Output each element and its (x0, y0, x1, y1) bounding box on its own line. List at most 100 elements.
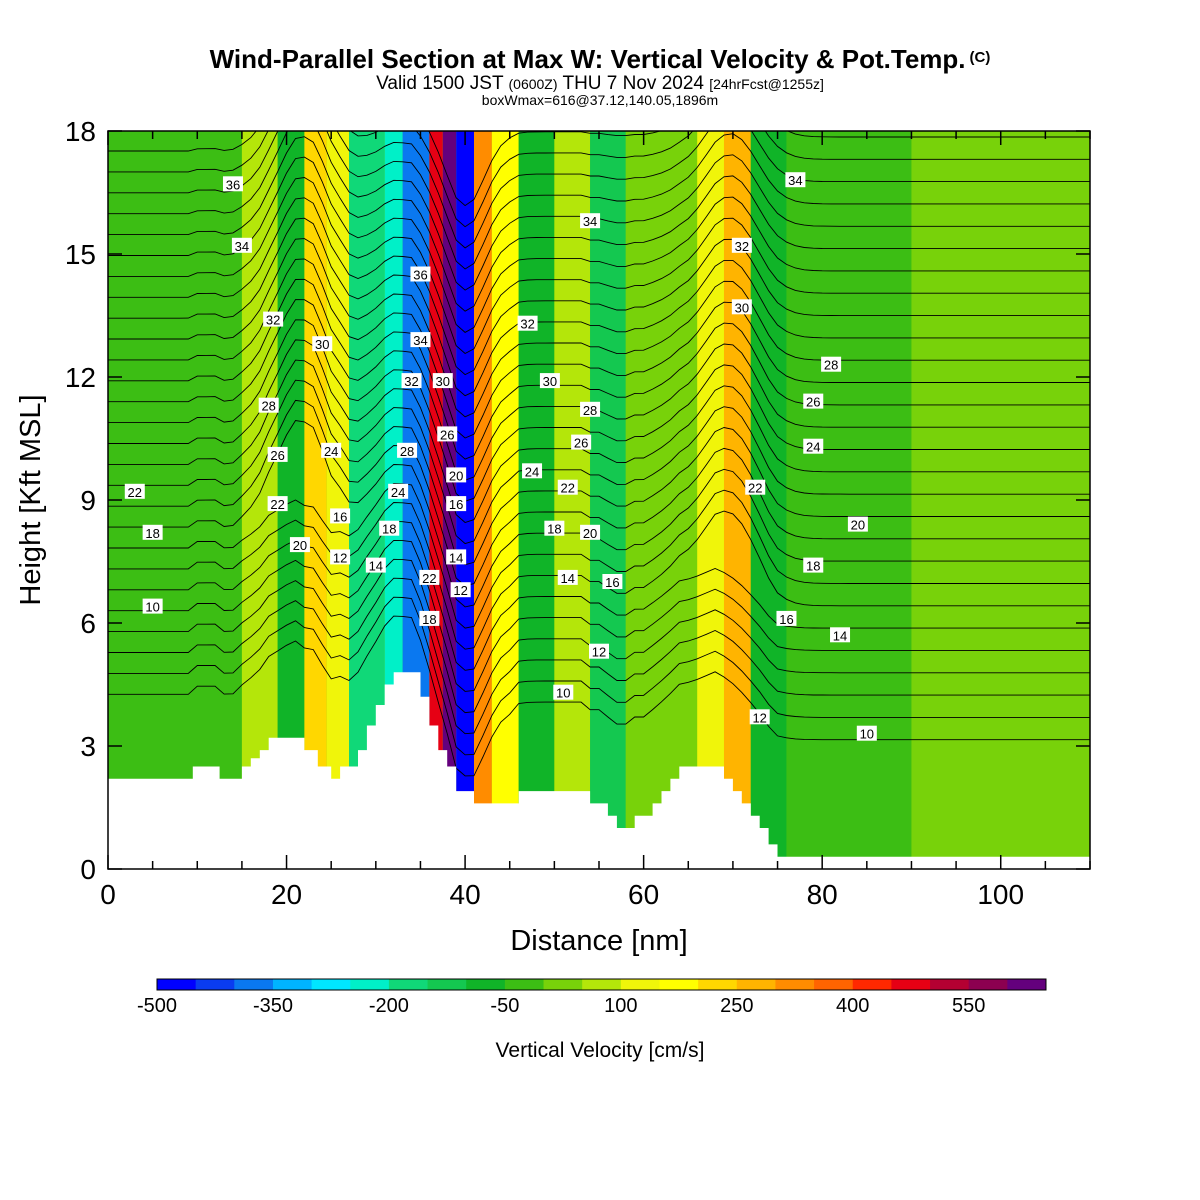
isentrope-label-bg (856, 725, 877, 741)
isentrope-label-bg (388, 483, 409, 499)
velocity-band (518, 131, 555, 869)
isentrope-line (108, 131, 1090, 228)
colorbar: -500 -350 -200 -50 100 250 400 550 (137, 978, 1047, 1017)
isentrope-label-bg (821, 356, 842, 372)
isentrope-label: 14 (557, 569, 578, 586)
isentrope-label-bg (142, 598, 163, 614)
isentrope-label: 18 (379, 520, 400, 537)
copyright-mark: (C) (969, 49, 991, 66)
isentrope-label: 36 (222, 176, 243, 192)
isentrope-label-text: 22 (128, 485, 142, 500)
isentrope-label-text: 34 (413, 333, 427, 348)
isentrope-label-text: 34 (235, 239, 249, 254)
colorbar-swatch (852, 979, 892, 990)
isentrope-label-bg (803, 557, 824, 573)
isentrope-label-text: 32 (266, 313, 280, 328)
isentrope-label: 34 (580, 213, 601, 229)
isentrope-label: 20 (580, 524, 601, 541)
isentrope-label-text: 32 (520, 317, 534, 332)
isentrope-label-bg (580, 524, 601, 540)
isentrope-label: 24 (522, 463, 543, 479)
isentrope-label: 26 (803, 393, 824, 410)
isentrope-label-text: 12 (453, 583, 467, 598)
valid-utc: (0600Z) (508, 76, 558, 92)
isentrope-line (108, 577, 1090, 735)
isentrope-label: 32 (263, 311, 284, 328)
colorbar-swatch (620, 979, 660, 990)
isentrope-label-text: 10 (556, 686, 570, 701)
isentrope-label: 34 (785, 172, 806, 188)
velocity-band (911, 131, 1090, 869)
isentrope-label-text: 26 (806, 395, 820, 410)
isentrope-label-text: 24 (391, 485, 405, 500)
isentrope-label: 14 (446, 549, 467, 565)
isentrope-label: 12 (749, 709, 770, 725)
isentrope-label-text: 30 (543, 374, 557, 389)
isentrope-label-text: 14 (833, 628, 847, 643)
isentrope-label-bg (222, 176, 243, 192)
isentrope-label-bg (410, 332, 431, 348)
isentrope-label-text: 12 (752, 710, 766, 725)
isentrope-label-bg (312, 336, 333, 352)
isentrope-label: 26 (267, 446, 288, 463)
y-tick-label: 18 (65, 116, 96, 147)
chart-title: Wind-Parallel Section at Max W: Vertical… (0, 44, 1200, 75)
isentrope-label: 16 (776, 610, 797, 627)
isentrope-label-bg (446, 496, 467, 512)
isentrope-label-bg (267, 446, 288, 462)
isentrope-label-text: 28 (824, 358, 838, 373)
colorbar-swatch (427, 979, 467, 990)
isentrope-label-bg (263, 311, 284, 327)
isentrope-label-bg (330, 508, 351, 524)
isentrope-label: 10 (553, 684, 574, 701)
isentrope-line (108, 258, 1090, 439)
isentrope-label: 30 (312, 336, 333, 352)
isentrope-label-bg (589, 643, 609, 659)
x-tick-label: 100 (977, 879, 1024, 910)
isentrope-label-text: 18 (145, 526, 159, 541)
colorbar-swatch (930, 979, 970, 990)
isentrope-label: 12 (589, 643, 609, 660)
isentrope-label: 18 (142, 524, 163, 541)
isentrope-label-bg (539, 373, 560, 389)
isentrope-line (108, 136, 1090, 312)
isentrope-label-text: 36 (226, 177, 240, 192)
isentrope-label-bg (267, 496, 288, 512)
isentrope-label: 20 (847, 516, 868, 533)
isentrope-label-bg (803, 438, 824, 454)
velocity-band (326, 131, 350, 869)
colorbar-swatch (272, 979, 313, 990)
isentrope-label-text: 16 (605, 575, 619, 590)
isentrope-label-bg (142, 524, 163, 540)
isentrope-label: 18 (544, 520, 565, 537)
isentrope-label-text: 18 (422, 612, 436, 627)
isentrope-label: 32 (731, 237, 752, 254)
colorbar-swatch (1007, 979, 1047, 990)
isentrope-label-text: 26 (574, 436, 588, 451)
isentrope-label-bg (544, 520, 565, 536)
isentrope-label-bg (557, 479, 578, 495)
isentrope-label-bg (410, 266, 431, 282)
isentrope-label: 28 (821, 356, 842, 373)
isentrope-line (108, 379, 1090, 566)
colorbar-swatch (814, 979, 854, 990)
isentrope-label-text: 28 (261, 399, 275, 414)
velocity-band (750, 131, 787, 869)
isentrope-label-text: 18 (382, 522, 396, 537)
isentrope-label-bg (745, 479, 766, 495)
isentrope-label-bg (419, 610, 440, 626)
isentrope-label: 14 (365, 557, 386, 574)
isentrope-line (108, 217, 1090, 397)
isentrope-label: 24 (803, 438, 824, 455)
isentrope-label: 22 (124, 483, 145, 500)
isentrope-label-bg (401, 373, 422, 389)
isentrope-label: 18 (419, 610, 440, 627)
valid-time: Valid 1500 JST (376, 73, 504, 94)
isentrope-label-text: 10 (860, 727, 874, 742)
isentrope-label: 12 (330, 549, 351, 565)
isentrope-line (108, 131, 1090, 249)
isentrope-label-text: 22 (422, 571, 436, 586)
isentrope-label: 20 (446, 467, 467, 483)
